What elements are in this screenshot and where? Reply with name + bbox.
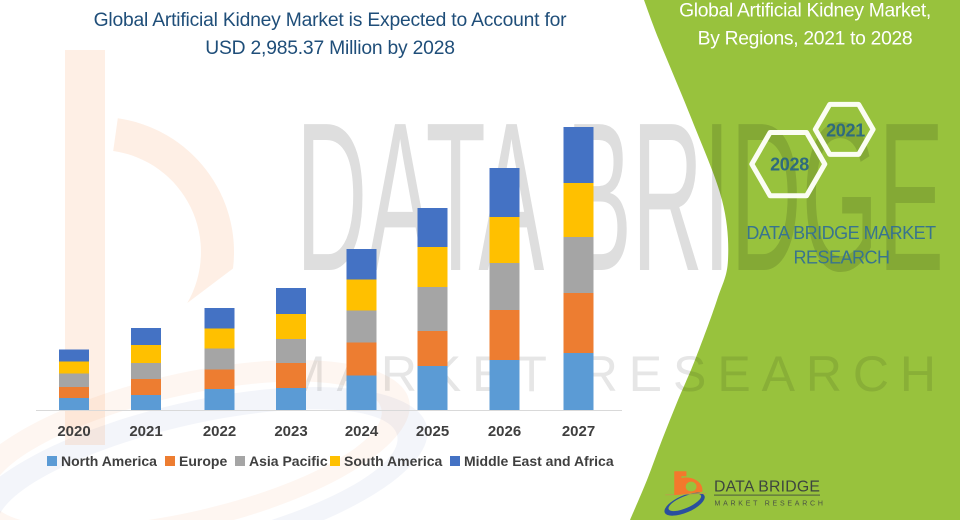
svg-text:North America: North America: [61, 453, 157, 469]
svg-text:2025: 2025: [416, 423, 449, 440]
svg-text:2021: 2021: [826, 121, 865, 141]
svg-text:By Regions, 2021 to 2028: By Regions, 2021 to 2028: [698, 29, 913, 50]
svg-text:RESEARCH: RESEARCH: [793, 248, 889, 268]
svg-text:Global Artificial Kidney Marke: Global Artificial Kidney Market is Expec…: [94, 10, 568, 31]
svg-text:MARKET RESEARCH: MARKET RESEARCH: [284, 346, 936, 402]
svg-text:2028: 2028: [770, 155, 809, 175]
svg-text:DATA BRIDGE: DATA BRIDGE: [296, 78, 944, 315]
svg-text:2024: 2024: [345, 423, 379, 440]
svg-text:2026: 2026: [488, 423, 521, 440]
svg-text:2020: 2020: [57, 423, 90, 440]
svg-text:2021: 2021: [129, 423, 162, 440]
svg-text:2023: 2023: [274, 423, 307, 440]
svg-text:Global Artificial Kidney Marke: Global Artificial Kidney Market,: [679, 1, 931, 22]
svg-text:Europe: Europe: [179, 453, 227, 469]
svg-text:DATA BRIDGE MARKET: DATA BRIDGE MARKET: [746, 223, 936, 243]
svg-text:Asia Pacific: Asia Pacific: [249, 453, 328, 469]
svg-text:MARKET RESEARCH: MARKET RESEARCH: [715, 501, 826, 508]
svg-text:South America: South America: [344, 453, 442, 469]
svg-text:USD 2,985.37 Million by 2028: USD 2,985.37 Million by 2028: [205, 38, 455, 59]
svg-text:2022: 2022: [203, 423, 236, 440]
svg-text:Middle East and Africa: Middle East and Africa: [464, 453, 614, 469]
svg-text:2027: 2027: [562, 423, 595, 440]
svg-text:DATA BRIDGE: DATA BRIDGE: [714, 479, 820, 496]
